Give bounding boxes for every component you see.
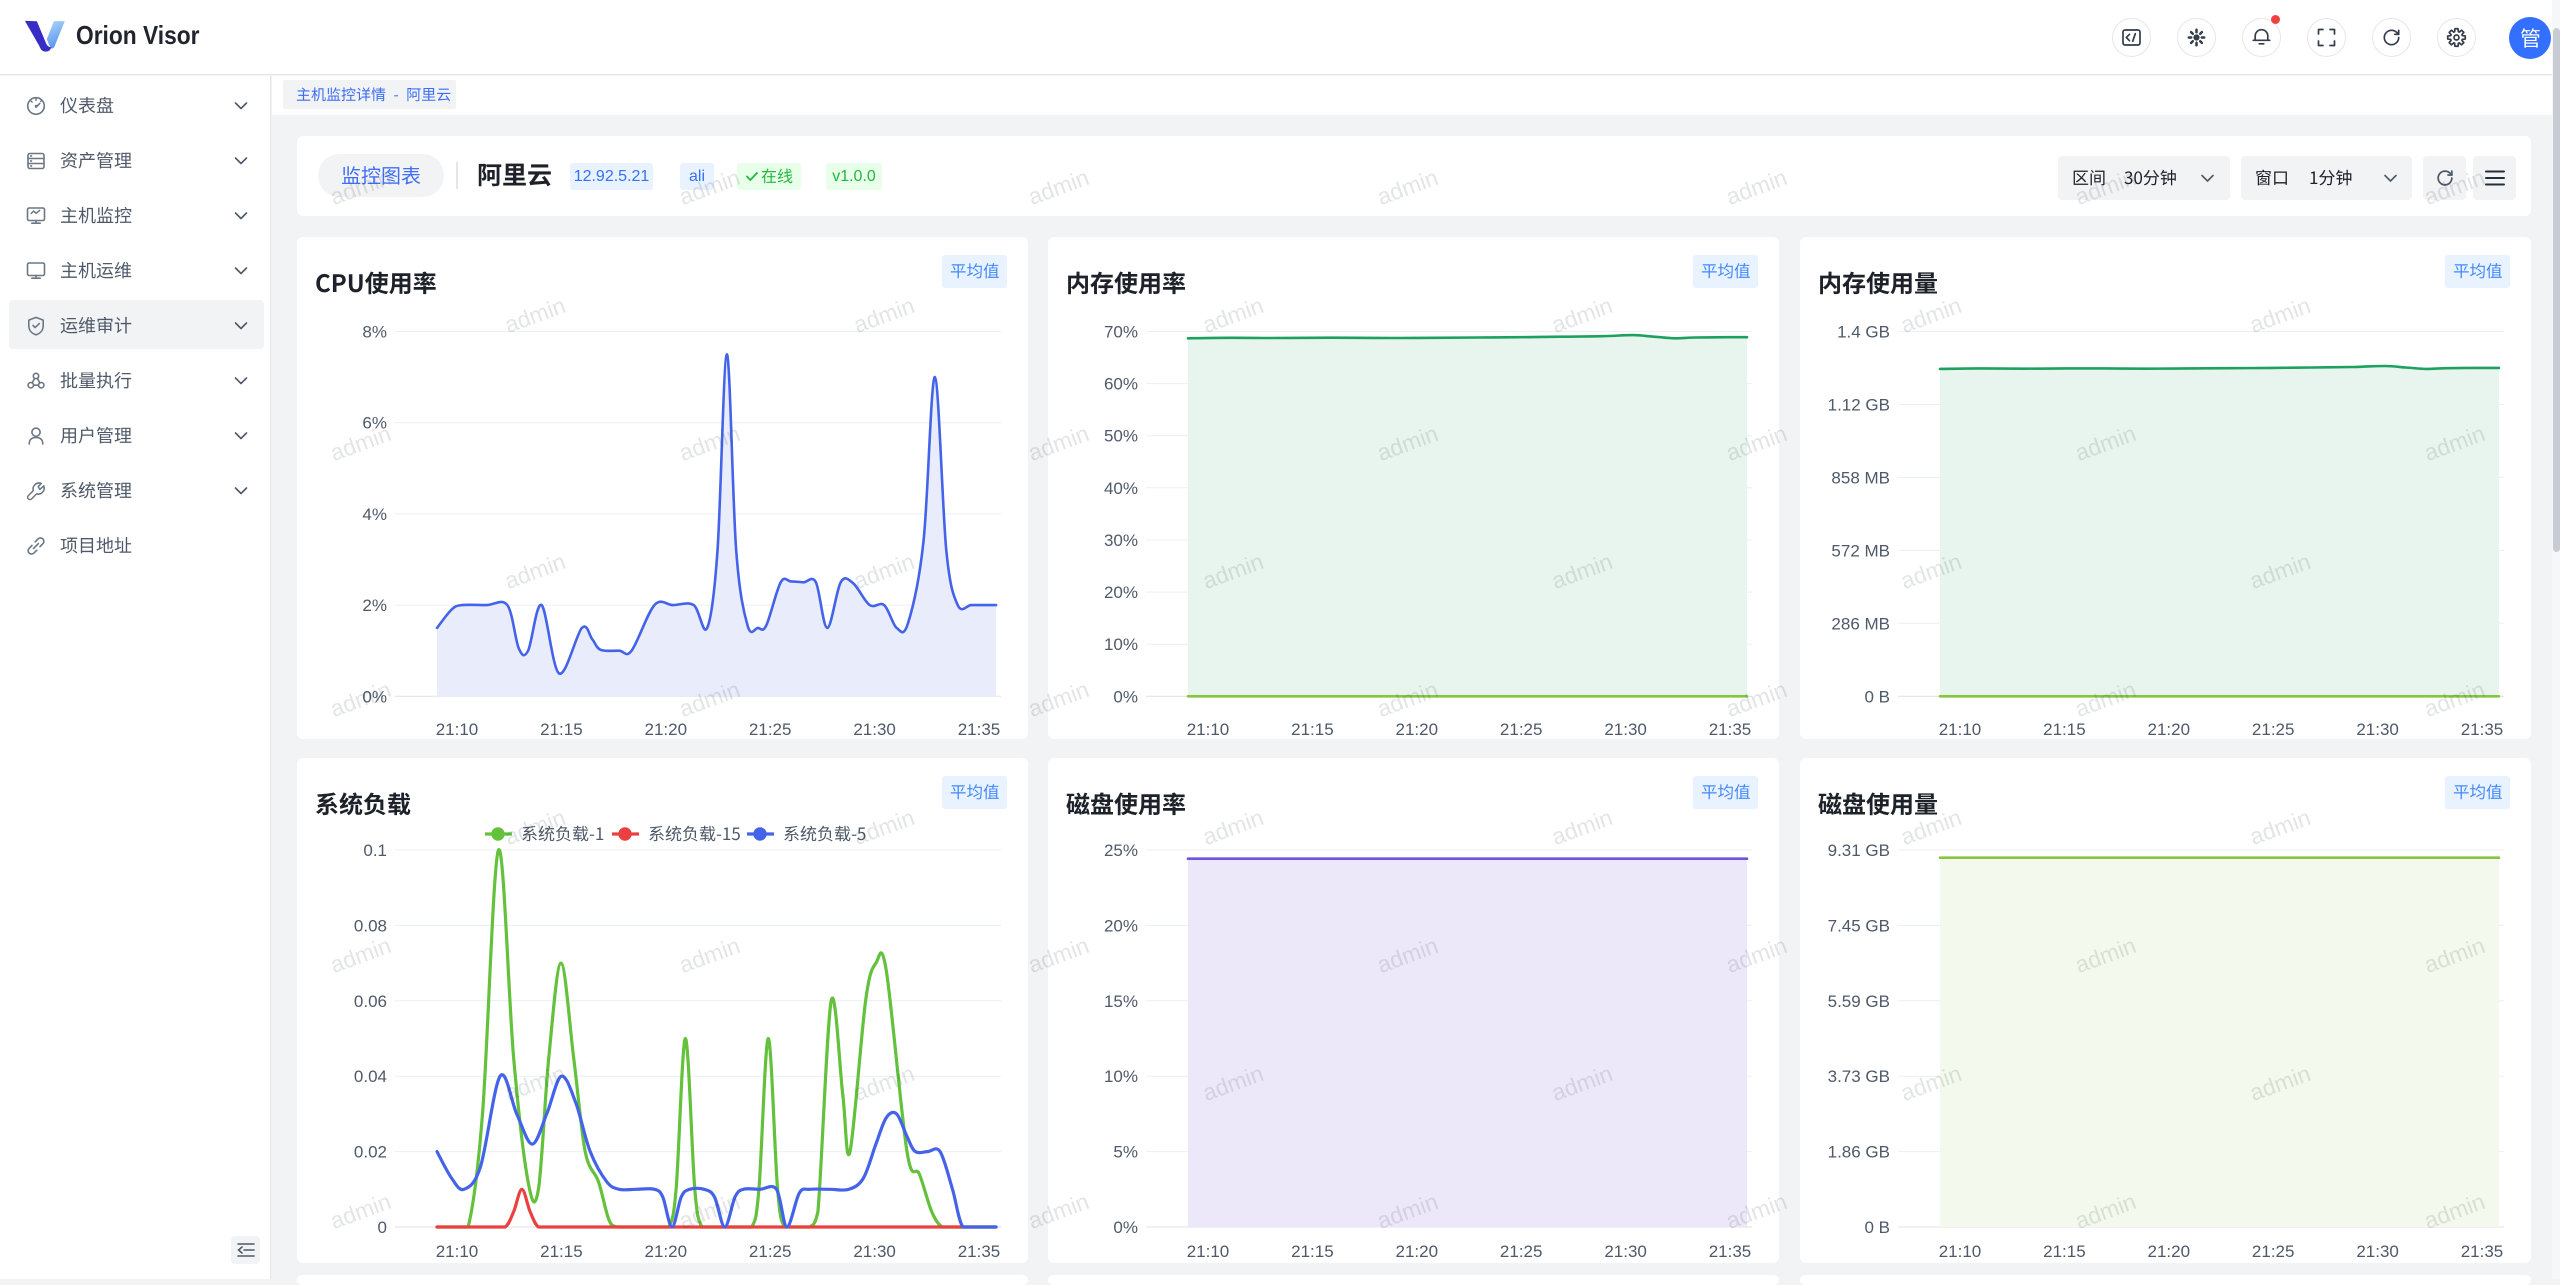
svg-text:20%: 20%: [1104, 916, 1138, 935]
svg-text:9.31 GB: 9.31 GB: [1828, 841, 1890, 860]
svg-text:21:10: 21:10: [1187, 720, 1230, 739]
svg-text:1.86 GB: 1.86 GB: [1828, 1143, 1890, 1162]
svg-text:0.1: 0.1: [363, 841, 387, 860]
svg-text:21:35: 21:35: [2461, 720, 2504, 739]
svg-text:21:30: 21:30: [1604, 720, 1647, 739]
svg-text:572 MB: 572 MB: [1831, 541, 1890, 560]
svg-text:70%: 70%: [1104, 323, 1138, 342]
svg-text:30%: 30%: [1104, 531, 1138, 550]
svg-text:40%: 40%: [1104, 479, 1138, 498]
svg-text:21:10: 21:10: [1939, 1242, 1982, 1261]
svg-text:15%: 15%: [1104, 992, 1138, 1011]
svg-text:21:15: 21:15: [1291, 1242, 1334, 1261]
svg-text:0.08: 0.08: [354, 916, 387, 935]
svg-text:1.12 GB: 1.12 GB: [1828, 396, 1890, 415]
svg-text:0%: 0%: [1113, 1218, 1138, 1237]
svg-text:21:25: 21:25: [2252, 720, 2295, 739]
svg-text:21:15: 21:15: [2043, 1242, 2086, 1261]
svg-text:21:35: 21:35: [958, 1242, 1001, 1261]
svg-text:21:30: 21:30: [2356, 720, 2399, 739]
svg-text:21:20: 21:20: [1396, 1242, 1439, 1261]
svg-text:21:20: 21:20: [1396, 720, 1439, 739]
svg-text:21:30: 21:30: [2356, 1242, 2399, 1261]
svg-text:7.45 GB: 7.45 GB: [1828, 916, 1890, 935]
svg-text:21:30: 21:30: [853, 720, 896, 739]
svg-text:4%: 4%: [362, 505, 387, 524]
svg-text:50%: 50%: [1104, 427, 1138, 446]
svg-text:21:20: 21:20: [2148, 1242, 2191, 1261]
svg-text:60%: 60%: [1104, 375, 1138, 394]
svg-text:21:10: 21:10: [436, 1242, 479, 1261]
svg-text:21:35: 21:35: [958, 720, 1001, 739]
svg-text:21:10: 21:10: [1187, 1242, 1230, 1261]
svg-text:21:25: 21:25: [749, 1242, 792, 1261]
svg-text:21:35: 21:35: [2461, 1242, 2504, 1261]
svg-text:5.59 GB: 5.59 GB: [1828, 992, 1890, 1011]
svg-text:0.06: 0.06: [354, 992, 387, 1011]
svg-text:2%: 2%: [362, 596, 387, 615]
svg-text:21:15: 21:15: [2043, 720, 2086, 739]
svg-text:10%: 10%: [1104, 635, 1138, 654]
svg-text:20%: 20%: [1104, 583, 1138, 602]
svg-text:0 B: 0 B: [1864, 687, 1890, 706]
svg-text:21:20: 21:20: [645, 1242, 688, 1261]
svg-text:21:15: 21:15: [1291, 720, 1334, 739]
svg-text:21:35: 21:35: [1709, 720, 1752, 739]
svg-text:0%: 0%: [1113, 687, 1138, 706]
svg-text:10%: 10%: [1104, 1067, 1138, 1086]
svg-text:21:30: 21:30: [1604, 1242, 1647, 1261]
svg-text:25%: 25%: [1104, 841, 1138, 860]
svg-text:21:20: 21:20: [2148, 720, 2191, 739]
svg-text:21:25: 21:25: [749, 720, 792, 739]
svg-text:858 MB: 858 MB: [1831, 468, 1890, 487]
svg-text:286 MB: 286 MB: [1831, 614, 1890, 633]
svg-text:0%: 0%: [362, 687, 387, 706]
svg-text:21:25: 21:25: [1500, 720, 1543, 739]
svg-text:0: 0: [378, 1218, 387, 1237]
svg-text:21:25: 21:25: [2252, 1242, 2295, 1261]
svg-text:1.4 GB: 1.4 GB: [1837, 323, 1890, 342]
svg-text:21:30: 21:30: [853, 1242, 896, 1261]
svg-text:21:10: 21:10: [436, 720, 479, 739]
svg-text:0 B: 0 B: [1864, 1218, 1890, 1237]
svg-text:3.73 GB: 3.73 GB: [1828, 1067, 1890, 1086]
svg-text:21:25: 21:25: [1500, 1242, 1543, 1261]
svg-text:21:20: 21:20: [645, 720, 688, 739]
svg-text:0.04: 0.04: [354, 1067, 387, 1086]
svg-text:8%: 8%: [362, 323, 387, 342]
svg-text:21:15: 21:15: [540, 1242, 583, 1261]
svg-text:6%: 6%: [362, 414, 387, 433]
svg-text:21:35: 21:35: [1709, 1242, 1752, 1261]
svg-text:21:15: 21:15: [540, 720, 583, 739]
svg-text:5%: 5%: [1113, 1143, 1138, 1162]
svg-text:0.02: 0.02: [354, 1143, 387, 1162]
svg-text:21:10: 21:10: [1939, 720, 1982, 739]
